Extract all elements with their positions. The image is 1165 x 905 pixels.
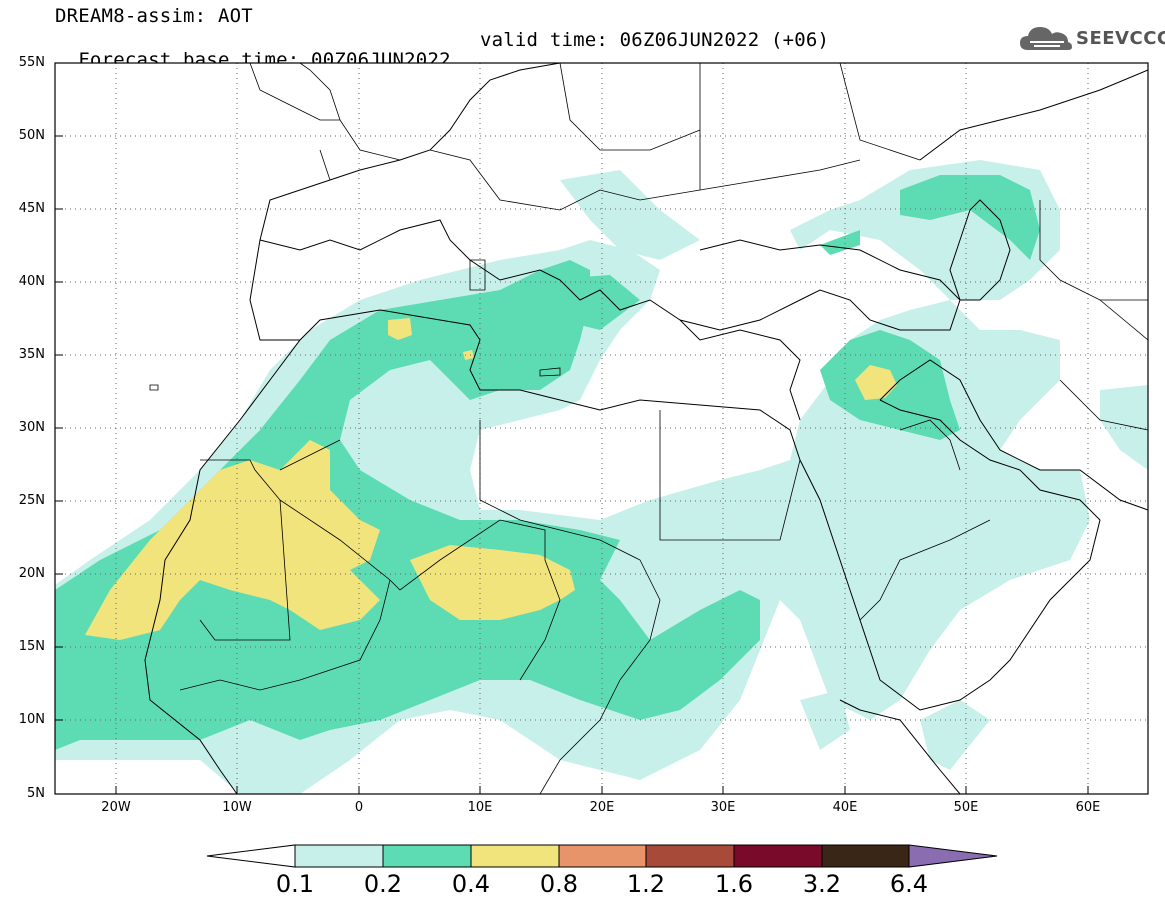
colorbar-low-arrow	[206, 844, 296, 868]
lon-label: 10W	[222, 800, 252, 815]
lat-label: 25N	[18, 493, 45, 508]
axis-ticks	[55, 62, 1089, 795]
lon-label: 60E	[1075, 800, 1101, 815]
coastlines	[144, 63, 1148, 794]
islands	[149, 63, 561, 391]
colorbar-bin	[294, 844, 384, 868]
lon-label: 0	[354, 800, 364, 815]
colorbar-label: 6.4	[889, 870, 929, 898]
cloud-icon	[1020, 27, 1072, 50]
colorbar-bin	[645, 844, 735, 868]
aot-level-04	[85, 318, 897, 640]
seevccc-logo: SEEVCCC	[1018, 22, 1165, 56]
lat-label: 50N	[18, 128, 45, 143]
colorbar-bin	[382, 844, 472, 868]
lon-label: 20E	[589, 800, 615, 815]
lat-label: 55N	[18, 55, 45, 70]
lon-label: 10E	[467, 800, 493, 815]
lat-label: 40N	[18, 274, 45, 289]
lon-label: 30E	[710, 800, 736, 815]
logo-text: SEEVCCC	[1076, 28, 1165, 49]
lon-label: 40E	[832, 800, 858, 815]
colorbar-bin	[821, 844, 910, 868]
colorbar-label: 0.4	[451, 870, 491, 898]
map-title: DREAM8-assim: AOT	[55, 5, 253, 27]
lat-label: 45N	[18, 201, 45, 216]
country-borders	[179, 63, 1148, 794]
colorbar-label: 0.1	[275, 870, 315, 898]
lat-label: 5N	[27, 786, 45, 801]
lat-label: 15N	[18, 639, 45, 654]
colorbar-label: 0.2	[363, 870, 403, 898]
colorbar-bin	[733, 844, 823, 868]
colorbar-high-arrow	[908, 844, 998, 868]
valid-time-text: valid time: 06Z06JUN2022 (+06)	[480, 29, 830, 51]
lon-label: 20W	[101, 800, 131, 815]
lat-label: 30N	[18, 420, 45, 435]
lat-label: 10N	[18, 712, 45, 727]
colorbar-label: 1.6	[714, 870, 754, 898]
colorbar-label: 1.2	[626, 870, 666, 898]
colorbar-bin	[558, 844, 647, 868]
colorbar-bin	[470, 844, 560, 868]
colorbar-label: 0.8	[539, 870, 579, 898]
lat-label: 20N	[18, 566, 45, 581]
lon-label: 50E	[953, 800, 979, 815]
lat-label: 35N	[18, 347, 45, 362]
gridlines	[55, 63, 1148, 794]
colorbar-label: 3.2	[802, 870, 842, 898]
colorbar	[206, 844, 998, 868]
